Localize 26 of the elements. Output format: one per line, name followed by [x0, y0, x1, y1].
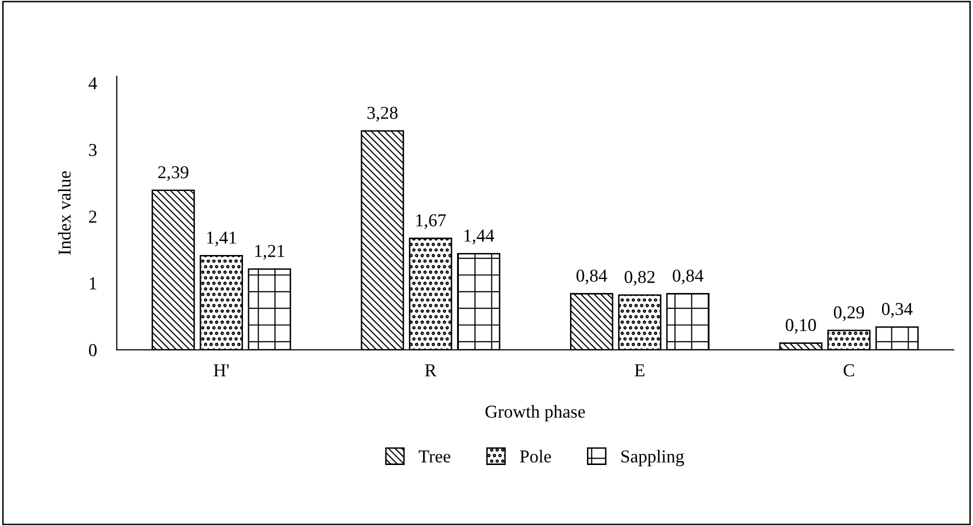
y-tick-label: 1 [90, 277, 96, 290]
data-label: 0,29 [834, 306, 864, 322]
data-label: 0,84 [576, 270, 608, 284]
x-tick-label: H' [214, 364, 229, 376]
y-tick-label: 0 [88, 344, 97, 356]
data-label: 1,44 [464, 230, 494, 244]
y-tick-label: 2 [89, 210, 96, 223]
x-tick-label: R [425, 364, 437, 376]
y-tick-label: 4 [88, 77, 98, 90]
x-tick-label: C [844, 364, 854, 376]
legend-label: Pole [520, 450, 551, 463]
data-label: 1,41 [207, 232, 236, 246]
y-tick-label: 3 [89, 144, 97, 156]
data-label: 1,67 [416, 214, 446, 229]
data-label: 0,82 [624, 270, 655, 286]
x-axis-title: Growth phase [485, 405, 585, 422]
data-label: 1,21 [255, 244, 284, 260]
y-axis-title: Index value [58, 171, 71, 255]
legend-label: Sappling [621, 450, 684, 466]
data-label: 2,39 [158, 166, 188, 181]
data-label: 0,10 [786, 318, 816, 334]
data-label: 0,34 [882, 302, 913, 318]
x-tick-label: E [634, 364, 644, 376]
legend-label: Tree [418, 450, 450, 463]
data-label: 0,84 [672, 270, 704, 284]
data-label: 3,28 [368, 106, 398, 122]
